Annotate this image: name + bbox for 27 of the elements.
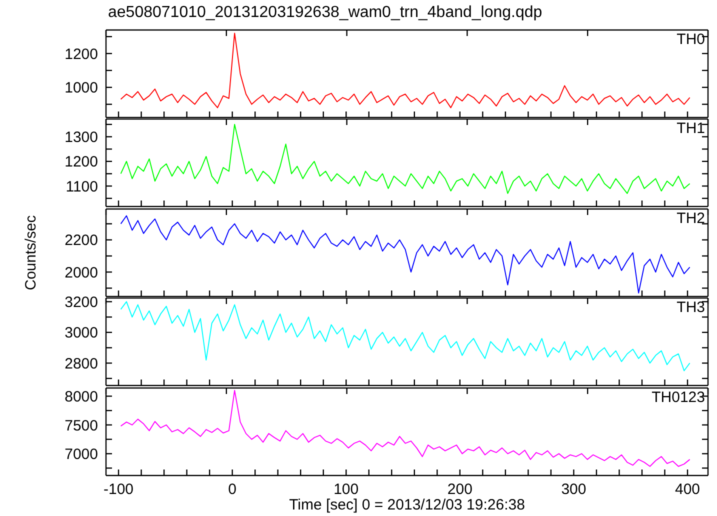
y-tick-label: 1100 [66, 178, 98, 196]
x-tick-label: 400 [675, 480, 700, 498]
chart-title: ae508071010_20131203192638_wam0_trn_4band_long.qdp [108, 4, 542, 22]
y-tick-label: 1300 [64, 129, 98, 146]
y-tick-label: 1200 [64, 154, 98, 171]
x-axis-title: Time [sec] 0 = 2013/12/03 19:26:38 [289, 496, 525, 513]
y-tick-label: 7000 [64, 446, 98, 463]
x-tick-label: 100 [334, 480, 359, 498]
y-tick-label: 2000 [64, 264, 98, 281]
text: TH0123 [652, 388, 705, 406]
text: TH2 [676, 210, 705, 226]
x-tick-label: -100 [104, 480, 134, 498]
y-tick-label: 2200 [64, 232, 98, 249]
y-tick-label: 8000 [64, 388, 98, 405]
text: TH1 [676, 120, 705, 137]
y-tick-label: 3000 [64, 324, 98, 342]
x-tick-label: 0 [228, 480, 236, 498]
y-tick-label: 1200 [64, 45, 98, 62]
y-axis-title: Counts/sec [22, 214, 40, 290]
text: TH3 [676, 299, 705, 316]
y-tick-label: 2800 [64, 355, 98, 372]
y-tick-label: 1000 [64, 79, 98, 96]
x-tick-label: 300 [561, 480, 586, 498]
y-tick-label: 7500 [64, 416, 98, 434]
x-tick-label: 200 [447, 480, 472, 498]
text: TH0 [676, 30, 705, 48]
y-tick-label: 3200 [64, 294, 98, 312]
